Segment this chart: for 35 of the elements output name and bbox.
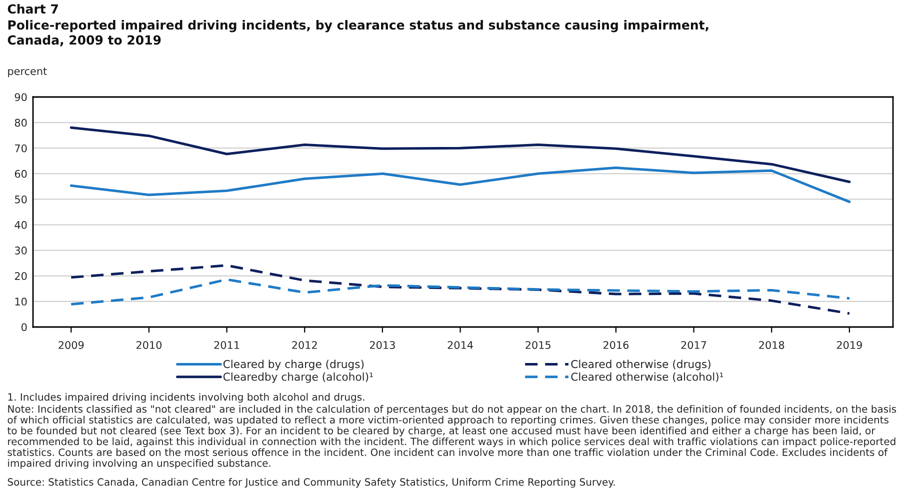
line-series bbox=[70, 126, 851, 184]
legend-label: Cleared otherwise (drugs) bbox=[571, 360, 710, 370]
y-tick-label: 30 bbox=[14, 246, 27, 254]
x-tick-label: 2018 bbox=[759, 341, 784, 349]
line-series bbox=[70, 264, 851, 315]
y-tick-label: 0 bbox=[22, 323, 27, 332]
y-tick-label: 90 bbox=[14, 93, 27, 102]
legend-label: Cleared otherwise (alcohol)¹ bbox=[571, 372, 724, 382]
y-tick-label: 20 bbox=[14, 272, 27, 280]
x-tick-label: 2013 bbox=[370, 341, 395, 349]
y-tick-label: 40 bbox=[14, 221, 27, 229]
chart-subtitle: Police-reported impaired driving incidents, by clearance status and substance causing impairment, Canada, 2009 to 2019 bbox=[8, 20, 708, 46]
line-series bbox=[70, 278, 851, 306]
y-tick-label: 10 bbox=[15, 298, 27, 306]
x-tick-label: 2012 bbox=[292, 341, 317, 349]
legend-label: Cleared by charge (drugs) bbox=[223, 360, 364, 370]
line-series bbox=[70, 166, 851, 204]
chart-title: Chart 7 bbox=[8, 4, 58, 14]
y-tick-label: 50 bbox=[14, 195, 27, 204]
x-tick-label: 2009 bbox=[58, 341, 84, 349]
x-tick-label: 2014 bbox=[448, 341, 473, 349]
x-tick-label: 2015 bbox=[526, 341, 550, 349]
x-tick-label: 2016 bbox=[603, 341, 629, 349]
y-tick-label: 60 bbox=[14, 170, 27, 178]
y-tick-label: 80 bbox=[14, 118, 27, 127]
text: 1. Includes impaired driving incidents involving both alcohol and drugs. bbox=[8, 393, 364, 403]
x-tick-label: 2017 bbox=[681, 341, 706, 349]
x-tick-label: 2011 bbox=[214, 341, 240, 349]
y-tick-label: 70 bbox=[15, 144, 27, 152]
x-tick-label: 2019 bbox=[836, 341, 862, 349]
y-axis-title: percent bbox=[8, 68, 47, 78]
source-note: Source: Statistics Canada, Canadian Centre for Justice and Community Safety Statistics, Uniform Crime Reporting Survey. bbox=[8, 478, 615, 488]
legend-label: Clearedby charge (alcohol)¹ bbox=[223, 372, 373, 383]
text: Note: Incidents classified as "not cleared" are included in the calculation of percentages but do not appear on the chart. In 2018, the definition of founded incidents, on the basis of which official statistics are calculated, was updated to reflect a more victim-oriented approach to reporting crimes. Given these changes, police may consider more incidents to be founded but not cleared (see Text box 3). For an incident to be cleared by charge, at least one accused must have been identified and either a charge has been laid, or recommended to be laid, against this individual in connection with the incident. The different ways in which police services deal with traffic violations can impact police-reported statistics. Counts are based on the most serious offence in the incident. One incident can involve more than one traffic violation under the Criminal Code. Excludes incidents of impaired driving involving an unspecified substance. bbox=[7, 405, 896, 469]
x-tick-label: 2010 bbox=[136, 341, 162, 349]
